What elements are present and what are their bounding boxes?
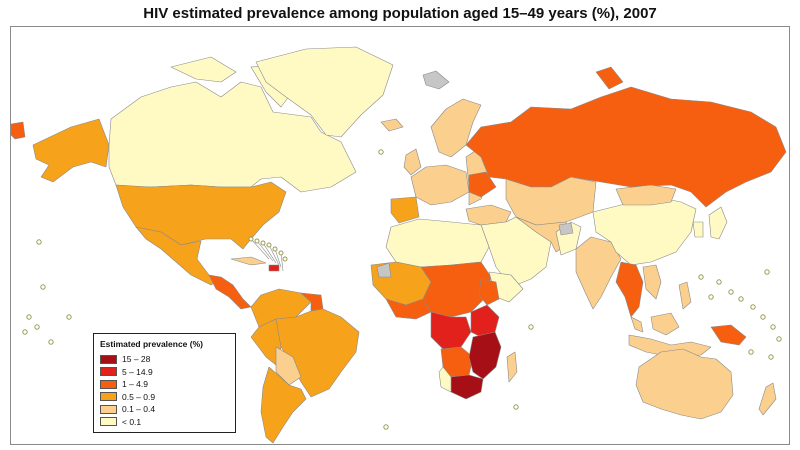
region-myanmar-thailand	[615, 261, 644, 318]
legend-item: 0.5 – 0.9	[100, 391, 229, 404]
map-title: HIV estimated prevalence among populatio…	[143, 5, 657, 22]
legend-item: 15 – 28	[100, 353, 229, 366]
region-no-data-europe	[558, 222, 574, 236]
region-korea	[692, 221, 704, 238]
legend-label: 0.1 – 0.4	[122, 404, 156, 415]
legend-item: 0.1 – 0.4	[100, 403, 229, 416]
region-borneo	[650, 312, 680, 336]
island-marker	[278, 250, 284, 256]
island-marker	[698, 274, 704, 280]
legend-label: 15 – 28	[122, 354, 151, 365]
island-marker	[282, 256, 288, 262]
island-marker	[764, 269, 770, 275]
island-marker	[40, 284, 46, 290]
region-north-africa	[385, 218, 490, 268]
caribbean-callout-line	[280, 252, 284, 272]
region-central-america	[208, 274, 252, 310]
caribbean-callout-line	[262, 242, 277, 264]
island-marker	[738, 296, 744, 302]
island-marker	[383, 424, 389, 430]
island-marker	[272, 246, 278, 252]
legend-swatch	[100, 404, 117, 414]
region-greenland	[255, 46, 394, 138]
island-marker	[760, 314, 766, 320]
legend-item: 5 – 14.9	[100, 366, 229, 379]
region-vietnam-laos	[642, 264, 662, 300]
legend-swatch	[100, 392, 117, 402]
island-marker	[66, 314, 72, 320]
region-namibia-botswana	[438, 366, 452, 393]
region-southeast-africa	[468, 331, 502, 380]
region-haiti	[268, 264, 280, 272]
region-japan	[708, 206, 728, 240]
region-chukotka-west	[11, 121, 26, 140]
region-iceland	[380, 118, 404, 132]
region-cuba	[230, 256, 267, 266]
region-malaysia	[630, 316, 644, 333]
island-marker	[528, 324, 534, 330]
region-novaya-zemlya	[595, 66, 624, 90]
caribbean-callout-line	[250, 238, 270, 260]
region-madagascar	[506, 351, 518, 383]
legend-label: < 0.1	[122, 416, 142, 427]
region-papua-new-guinea	[710, 324, 747, 346]
island-marker	[34, 324, 40, 330]
island-marker	[770, 324, 776, 330]
island-marker	[728, 289, 734, 295]
island-marker	[22, 329, 28, 335]
region-western-europe	[410, 164, 470, 206]
legend-item: 1 – 4.9	[100, 378, 229, 391]
region-argentina-chile	[260, 366, 307, 444]
region-congo	[430, 311, 472, 350]
region-bolivia-paraguay	[275, 346, 302, 386]
legend-title: Estimated prevalence (%)	[100, 339, 203, 349]
region-australia	[635, 348, 734, 420]
map-legend: Estimated prevalence (%) 15 – 28 5 – 14.…	[93, 333, 236, 433]
caribbean-callout-line	[256, 240, 274, 262]
island-marker	[248, 236, 254, 242]
region-new-zealand	[758, 382, 777, 416]
caribbean-callout-line	[274, 248, 282, 268]
island-marker	[266, 242, 272, 248]
region-svalbard	[422, 70, 450, 90]
region-iberia	[390, 196, 420, 224]
region-usa	[115, 181, 287, 250]
region-scandinavia	[430, 98, 482, 158]
island-marker	[26, 314, 32, 320]
island-marker	[750, 304, 756, 310]
region-ethiopia	[478, 278, 500, 306]
legend-label: 0.5 – 0.9	[122, 391, 156, 402]
island-marker	[260, 240, 266, 246]
region-india	[575, 236, 622, 310]
region-mongolia	[615, 184, 677, 206]
island-marker	[716, 279, 722, 285]
world-map	[10, 26, 790, 445]
region-no-data-africa	[376, 262, 392, 278]
legend-item: < 0.1	[100, 416, 229, 429]
region-ukraine	[468, 171, 497, 198]
caribbean-callout-line	[268, 244, 280, 266]
region-alaska	[32, 118, 110, 183]
island-marker	[254, 238, 260, 244]
legend-label: 5 – 14.9	[122, 366, 153, 377]
legend-swatch	[100, 417, 117, 427]
island-marker	[708, 294, 714, 300]
legend-swatch	[100, 367, 117, 377]
legend-swatch	[100, 379, 117, 389]
island-marker	[748, 349, 754, 355]
island-marker	[36, 239, 42, 245]
legend-label: 1 – 4.9	[122, 379, 148, 390]
island-marker	[768, 354, 774, 360]
region-arctic-islands	[170, 56, 237, 83]
region-uk	[403, 148, 422, 176]
region-philippines	[678, 281, 692, 310]
region-middle-east	[480, 216, 552, 288]
island-marker	[513, 404, 519, 410]
island-marker	[776, 336, 782, 342]
region-indonesia	[628, 334, 712, 358]
island-marker	[378, 149, 384, 155]
region-southern-africa	[450, 374, 484, 400]
legend-swatch	[100, 354, 117, 364]
island-marker	[48, 339, 54, 345]
